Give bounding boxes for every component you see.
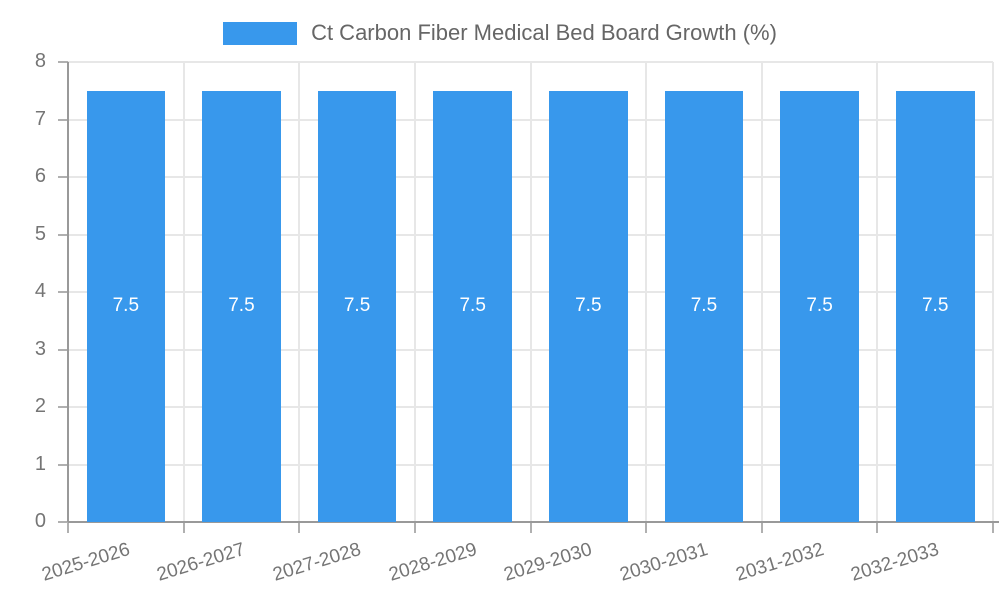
y-axis-tick [58,61,68,63]
y-axis-tick-label: 7 [34,107,46,130]
bar-value-label: 7.5 [806,295,833,317]
bar-value-label: 7.5 [228,295,255,317]
bar-value-label: 7.5 [690,295,718,317]
x-axis-tick [413,522,416,533]
bar-value-label: 7.5 [921,295,949,317]
gridline-vertical [298,62,301,522]
gridline-vertical [413,62,416,522]
y-axis-tick [58,291,68,293]
bar-value-label: 7.5 [343,295,371,317]
x-axis-tick [992,522,994,533]
x-axis-tick [298,522,301,533]
y-axis-tick [58,348,68,351]
gridline-vertical [182,62,185,522]
gridline-vertical [645,62,648,522]
x-axis-tick [645,522,648,533]
y-axis-tick-label: 5 [34,222,46,245]
x-axis-tick [876,522,879,533]
y-axis-tick-label: 3 [34,337,46,360]
bar[interactable]: 7.5 [433,90,512,522]
bar[interactable]: 7.5 [895,90,975,522]
x-axis-tick [529,522,532,533]
bar[interactable]: 7.5 [664,90,744,522]
y-axis-tick [58,463,68,466]
x-axis-tick [760,522,763,533]
y-axis-tick [58,118,68,121]
y-axis-tick-label: 4 [34,280,46,302]
y-axis-tick-label: 8 [34,50,46,72]
bar-value-label: 7.5 [112,295,140,317]
gridline-vertical [992,62,994,522]
y-axis-tick [58,176,68,178]
y-axis-tick [58,406,68,408]
bar[interactable]: 7.5 [86,90,166,522]
x-axis-tick [182,522,185,533]
bar-value-label: 7.5 [575,295,602,317]
y-axis-tick-label: 0 [34,510,46,532]
gridline-vertical [876,62,879,522]
y-axis-tick-label: 6 [34,165,46,187]
y-axis-tick [58,521,68,523]
bar[interactable]: 7.5 [780,90,859,522]
bar-value-label: 7.5 [459,295,486,317]
bar[interactable]: 7.5 [202,90,281,522]
gridline-vertical [760,62,763,522]
legend[interactable]: Ct Carbon Fiber Medical Bed Board Growth… [0,20,1000,46]
y-axis-tick-label: 1 [34,452,46,475]
y-axis-tick-label: 2 [34,395,46,417]
bar[interactable]: 7.5 [549,90,628,522]
legend-label: Ct Carbon Fiber Medical Bed Board Growth… [311,20,777,45]
x-axis-line [68,521,999,523]
y-axis-line [67,62,69,522]
gridline-vertical [529,62,532,522]
y-axis-tick [58,233,68,236]
legend-swatch [223,21,298,45]
bar[interactable]: 7.5 [317,90,397,522]
x-axis-tick [67,522,69,533]
